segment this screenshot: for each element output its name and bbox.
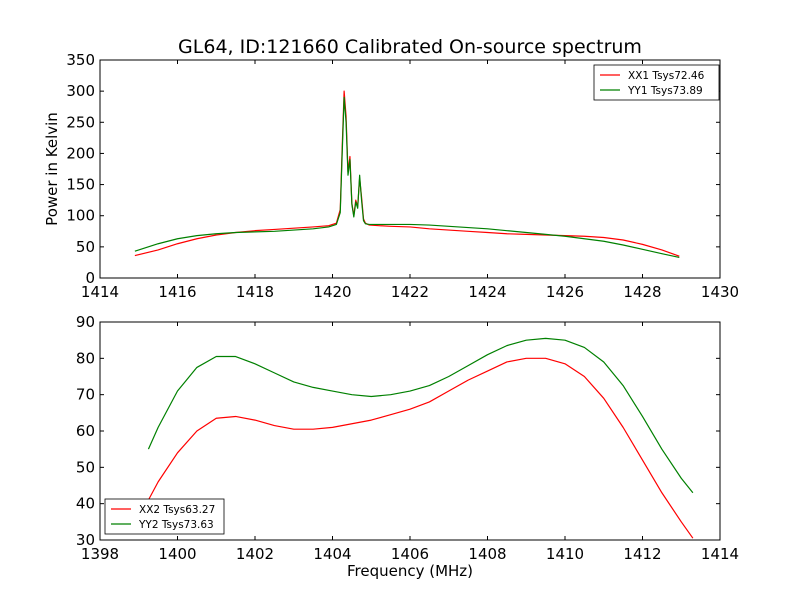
bottom-plot: 1398 1400 1402 1404 1406 1408 1410 1412 1414 30 40…: [76, 313, 739, 580]
bottom-x-tick-label: 1398: [81, 545, 119, 563]
top-x-tick-label: 1416: [158, 283, 196, 301]
top-x-tick-label: 1428: [623, 283, 661, 301]
top-plot: 1414 1416 1418 1420 1422 1424 1426 1428 1430 0 50 1…: [43, 51, 739, 301]
top-legend: XX1 Tsys72.46 YY1 Tsys73.89: [593, 64, 720, 101]
bottom-y-tick-label: 80: [76, 349, 95, 367]
figure-title: GL64, ID:121660 Calibrated On-source spe…: [178, 36, 642, 58]
bottom-legend-label-1: YY2 Tsys73.63: [138, 519, 214, 531]
top-series-line-1: [134, 96, 680, 259]
bottom-series-line-1: [147, 337, 694, 494]
bottom-y-tick-label: 30: [76, 531, 95, 549]
bottom-x-tick-label: 1406: [391, 545, 429, 563]
bottom-x-tick-label: 1410: [546, 545, 584, 563]
top-x-tick-label: 1420: [313, 283, 351, 301]
bottom-y-tick-label: 50: [76, 458, 95, 476]
top-legend-box: [593, 64, 720, 101]
bottom-legend-label-0: XX2 Tsys63.27: [139, 504, 215, 516]
top-x-tick-label: 1426: [546, 283, 584, 301]
bottom-x-tick-label: 1414: [701, 545, 739, 563]
bottom-y-tick-label: 60: [76, 422, 95, 440]
bottom-x-tick-label: 1412: [623, 545, 661, 563]
top-x-tick-label: 1422: [391, 283, 429, 301]
top-y-tick-label: 100: [66, 207, 95, 225]
top-y-axis-label: Power in Kelvin: [43, 112, 61, 226]
bottom-x-tick-label: 1400: [158, 545, 196, 563]
top-x-tick-label: 1418: [236, 283, 274, 301]
top-y-tick-label: 250: [66, 113, 95, 131]
top-x-tick-label: 1424: [468, 283, 506, 301]
bottom-legend: XX2 Tsys63.27 YY2 Tsys73.63: [104, 498, 225, 535]
bottom-y-tick-label: 40: [76, 495, 95, 513]
bottom-series-line-0: [147, 357, 694, 539]
top-y-tick-label: 300: [66, 82, 95, 100]
top-x-tick-label: 1414: [81, 283, 119, 301]
bottom-x-tick-label: 1402: [236, 545, 274, 563]
bottom-y-tick-label: 90: [76, 313, 95, 331]
top-y-tick-label: 350: [66, 51, 95, 69]
bottom-x-tick-label: 1408: [468, 545, 506, 563]
top-legend-label-0: XX1 Tsys72.46: [628, 70, 705, 82]
top-y-tick-label: 150: [66, 176, 95, 194]
top-y-tick-label: 50: [76, 238, 95, 256]
bottom-y-tick-label: 70: [76, 386, 95, 404]
bottom-legend-box: [104, 498, 225, 535]
top-y-tick-label: 200: [66, 144, 95, 162]
top-y-tick-label: 0: [85, 269, 95, 287]
bottom-x-axis-label: Frequency (MHz): [347, 562, 473, 580]
bottom-x-tick-label: 1404: [313, 545, 351, 563]
top-legend-label-1: YY1 Tsys73.89: [627, 85, 703, 97]
top-x-tick-label: 1430: [701, 283, 739, 301]
